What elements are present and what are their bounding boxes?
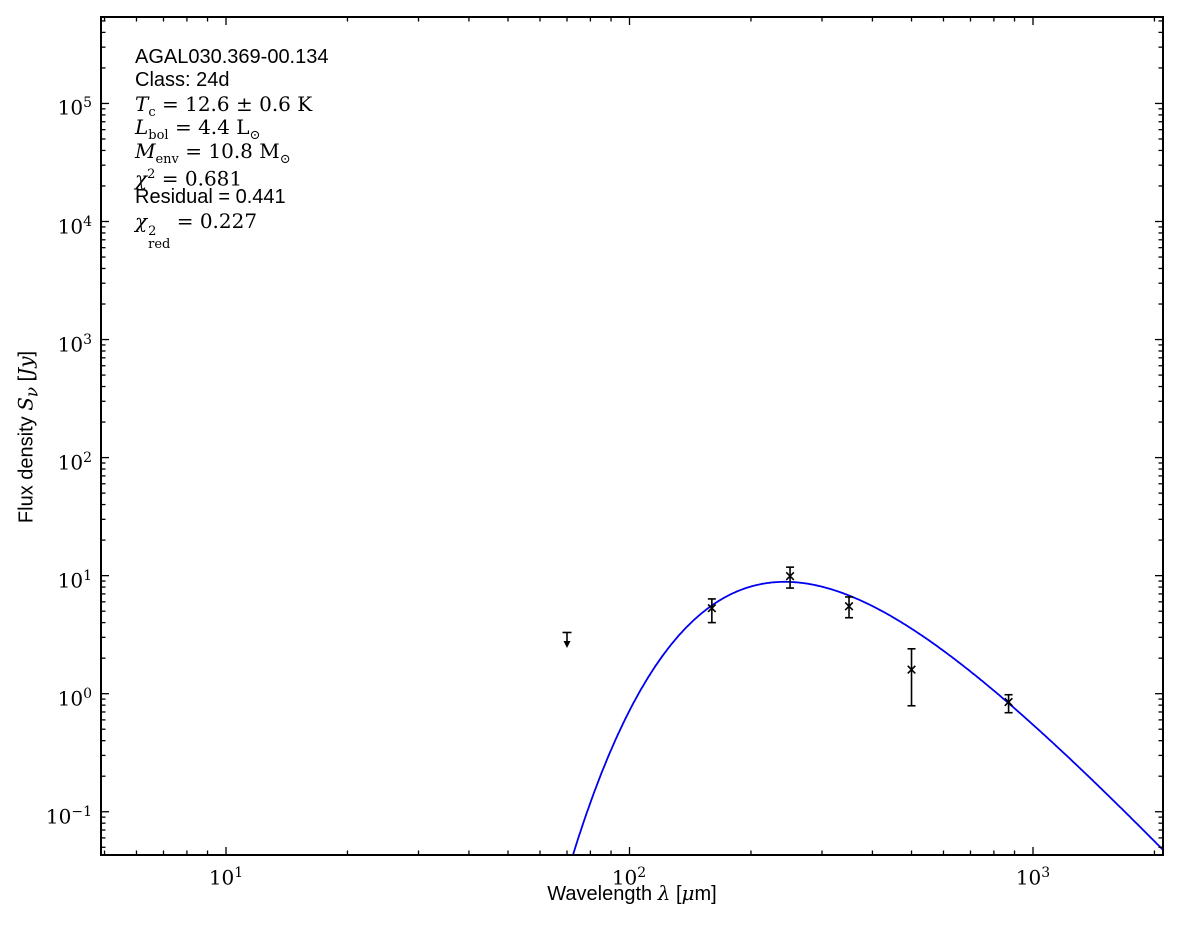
upper-limit-segment	[563, 640, 571, 648]
annotation-line-5: Menv = 10.8 M⊙	[135, 138, 291, 167]
annotation-line-1: AGAL030.369-00.134	[135, 46, 329, 68]
x-axis-label: Wavelength λ [μm]	[547, 881, 717, 905]
annotation-line-8: χ 2 red = 0.227	[135, 208, 258, 253]
annotation-line-4: Lbol = 4.4 L⊙	[135, 115, 261, 144]
y-tick-label-1e2: 102	[57, 450, 92, 475]
errorbar-segment	[785, 571, 795, 581]
x-tick-label-1e3: 103	[1015, 865, 1051, 890]
y-tick-label-1e−1: 10−1	[45, 804, 92, 829]
y-tick-label-1e1: 101	[57, 568, 92, 593]
data-point-870um	[1004, 693, 1013, 714]
annotation-line-6: χ2 = 0.681	[135, 166, 243, 191]
annotation-line-2: Class: 24d	[135, 69, 230, 92]
errorbar-segment	[907, 665, 916, 674]
y-axis-label: Flux density Sν [Jy]	[13, 350, 42, 524]
data-point-250um	[785, 566, 795, 589]
annotation-line-7: Residual = 0.441	[135, 186, 286, 209]
axes-spines	[100, 16, 1164, 856]
annotation-line-3: Tc = 12.6 ± 0.6 K	[135, 91, 313, 120]
data-point-500um	[907, 648, 916, 707]
greybody-fit-curve	[572, 580, 1164, 856]
x-tick-label-1e2: 102	[611, 865, 647, 890]
errorbar-segment	[707, 603, 717, 613]
data-point-350um	[844, 596, 854, 619]
x-tick-label-1e1: 101	[208, 865, 244, 890]
errorbar-segment	[844, 601, 854, 611]
upper-limit-70um	[562, 631, 572, 648]
errorbar-segment	[1004, 697, 1013, 707]
y-tick-label-1e4: 104	[57, 214, 92, 239]
y-tick-label-1e5: 105	[57, 95, 92, 120]
y-tick-label-1e0: 100	[57, 686, 92, 711]
data-point-160um	[707, 598, 717, 624]
fit-parameters-annotation: AGAL030.369-00.134 Class: 24d Tc = 12.6 ± …	[135, 46, 329, 253]
y-tick-label-1e3: 103	[57, 332, 92, 357]
